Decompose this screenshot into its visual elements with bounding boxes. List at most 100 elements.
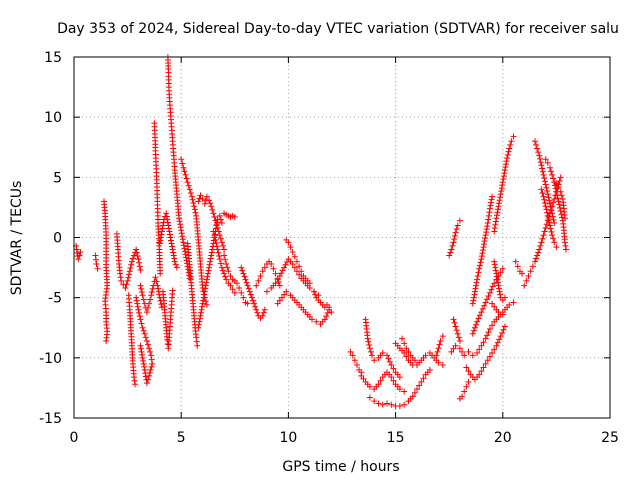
data-point — [349, 352, 356, 359]
series-early-1 — [73, 242, 84, 263]
data-point — [403, 345, 410, 352]
series-night-e — [392, 340, 446, 369]
data-point — [139, 324, 146, 331]
chart-title: Day 353 of 2024, Sidereal Day-to-day VTE… — [57, 21, 619, 37]
data-point — [529, 263, 536, 270]
data-point — [495, 203, 502, 210]
data-point — [450, 316, 457, 323]
series-low-4.2h — [159, 287, 176, 352]
data-point — [218, 264, 225, 271]
data-point — [140, 327, 147, 334]
data-point — [486, 353, 493, 360]
data-point — [497, 194, 504, 201]
data-point — [143, 376, 150, 383]
data-point — [223, 276, 230, 283]
data-point — [158, 228, 165, 235]
data-point — [482, 335, 489, 342]
data-point — [236, 285, 243, 292]
data-point — [474, 273, 481, 280]
data-point — [197, 312, 204, 319]
data-point — [136, 313, 143, 320]
data-point — [186, 186, 193, 193]
data-point — [491, 228, 498, 235]
data-point — [118, 277, 125, 284]
data-point — [279, 267, 286, 274]
data-point — [308, 316, 315, 323]
series-mid-4h — [156, 210, 180, 271]
data-point — [503, 161, 510, 168]
data-point — [501, 294, 508, 301]
data-point — [291, 264, 298, 271]
data-point — [209, 206, 216, 213]
data-point — [496, 285, 503, 292]
data-point — [547, 225, 554, 232]
data-point — [276, 282, 283, 289]
data-point — [146, 345, 153, 352]
data-point — [253, 282, 260, 289]
series-drop-5.5h — [184, 240, 201, 349]
data-point — [486, 205, 493, 212]
data-point — [484, 223, 491, 230]
data-point — [465, 348, 472, 355]
data-point — [213, 243, 220, 250]
data-point — [94, 265, 101, 272]
data-point — [491, 261, 498, 268]
series-morn-c — [531, 138, 558, 227]
data-point — [479, 247, 486, 254]
data-point — [178, 156, 185, 163]
data-point — [551, 239, 558, 246]
data-point — [260, 309, 267, 316]
data-point — [134, 303, 141, 310]
data-point — [178, 227, 185, 234]
data-point — [276, 273, 283, 280]
data-point — [139, 292, 146, 299]
data-point — [259, 312, 266, 319]
series-early-2 — [92, 252, 101, 272]
data-point — [541, 200, 548, 207]
data-point — [146, 372, 153, 379]
data-point — [499, 265, 506, 272]
data-point — [499, 179, 506, 186]
data-point — [133, 297, 140, 304]
data-point — [261, 264, 268, 271]
data-point — [488, 196, 495, 203]
series-night-d — [366, 366, 433, 409]
data-point — [177, 221, 184, 228]
data-point — [497, 333, 504, 340]
data-point — [496, 200, 503, 207]
data-point — [519, 270, 526, 277]
x-tick-label: 0 — [70, 430, 79, 446]
data-point — [287, 244, 294, 251]
data-point — [164, 216, 171, 223]
data-point — [195, 198, 202, 205]
data-point — [283, 288, 290, 295]
data-point — [507, 141, 514, 148]
data-point — [538, 162, 545, 169]
data-point — [479, 250, 486, 257]
y-tick-label: -10 — [39, 351, 62, 367]
data-point — [371, 357, 378, 364]
data-point — [475, 315, 482, 322]
series-dawn-h — [469, 265, 506, 337]
data-point — [557, 174, 564, 181]
data-point — [207, 255, 214, 262]
data-point — [124, 277, 131, 284]
data-point — [496, 336, 503, 343]
data-point — [182, 171, 189, 178]
data-point — [506, 301, 513, 308]
data-point — [238, 289, 245, 296]
series-night-a — [347, 348, 365, 376]
data-point — [500, 173, 507, 180]
data-point — [173, 264, 180, 271]
data-point — [388, 362, 395, 369]
data-point — [550, 235, 557, 242]
data-point — [221, 246, 228, 253]
data-point — [328, 309, 335, 316]
data-point — [259, 268, 266, 275]
data-point — [550, 175, 557, 182]
data-point — [544, 191, 551, 198]
data-point — [212, 217, 219, 224]
data-point — [548, 168, 555, 175]
data-point — [149, 360, 156, 367]
data-point — [470, 297, 477, 304]
